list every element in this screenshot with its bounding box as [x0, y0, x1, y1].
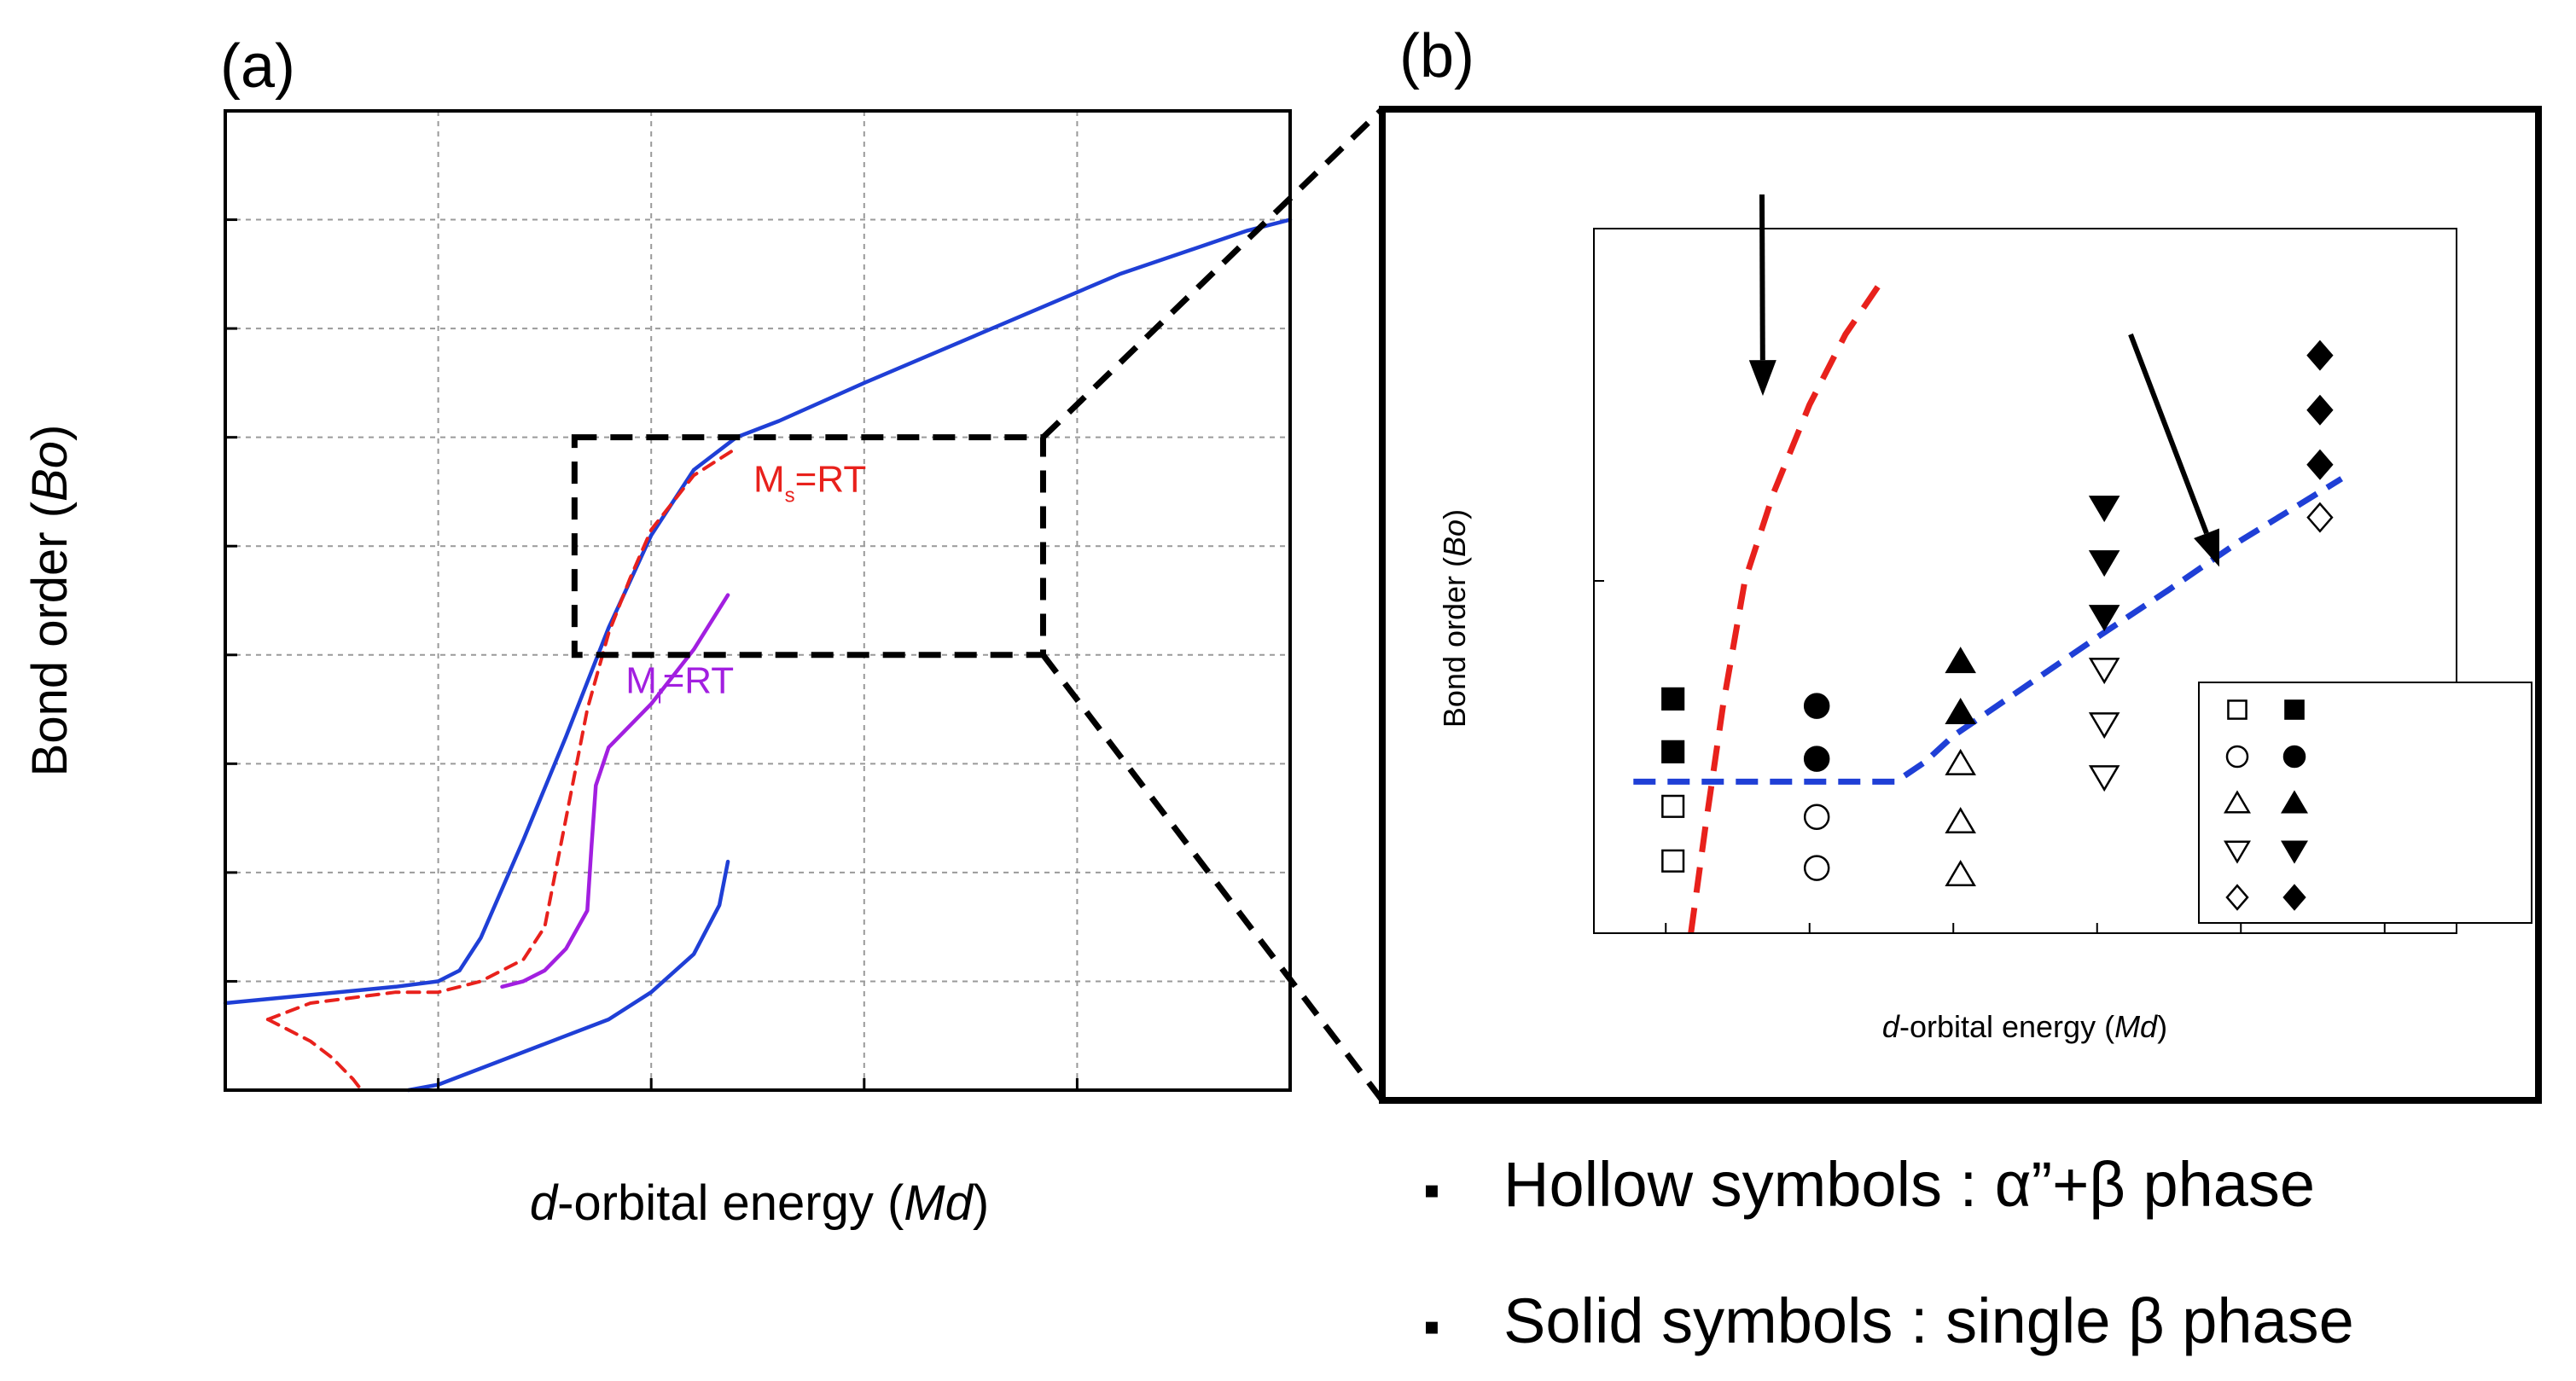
- panel-a-xlabel: d-orbital energy (Md): [530, 1175, 989, 1231]
- data-point-triangle-up-hollow: [1945, 748, 1976, 775]
- note-solid-bullet: ▪: [1423, 1299, 1440, 1353]
- panel-a-curve-ms-rt-lower-loop: [265, 1018, 363, 1092]
- notes: ▪ Hollow symbols : α”+β phase ▪ Solid sy…: [1423, 1149, 2354, 1356]
- legend-marker-solid-triangle-up: [2281, 790, 2308, 814]
- data-point-triangle-down-solid: [2088, 496, 2120, 523]
- mf-rest: =RT: [663, 659, 735, 701]
- panel-a-curves: [223, 218, 1293, 1093]
- data-point-diamond-solid: [2306, 339, 2334, 371]
- legend-marker-solid-diamond: [2282, 884, 2306, 911]
- panel-b-legend: [2198, 682, 2532, 924]
- panel-a-frame: [224, 109, 1292, 1092]
- data-point-square-solid: [1661, 687, 1685, 711]
- panel-a-ylabel: Bond order (Bo): [22, 425, 78, 777]
- panel-b-ylabel: Bond order (Bo): [1437, 509, 1472, 728]
- panel-b-xlabel: d-orbital energy (Md): [1882, 1009, 2167, 1044]
- legend-marker-solid-square: [2284, 699, 2305, 720]
- legend-marker-hollow-triangle-up: [2224, 790, 2251, 814]
- zoom-indicator: [571, 107, 1385, 1103]
- callout-this-study-arrow-head: [2194, 528, 2219, 567]
- mf-main: M: [625, 659, 657, 701]
- legend-marker-hollow-circle: [2225, 745, 2249, 769]
- note-hollow-text: Hollow symbols : α”+β phase: [1503, 1149, 2315, 1220]
- panel-a-curve-pure-ti-curve: [406, 859, 730, 1093]
- morinaga-ms-rt-line: [1688, 280, 1884, 934]
- legend-marker-hollow-diamond: [2225, 884, 2249, 911]
- ms-main: M: [753, 458, 785, 500]
- ms-rest: =RT: [795, 458, 867, 500]
- zoom-box: [571, 434, 1046, 659]
- legend-marker-hollow-triangle-down: [2224, 840, 2251, 864]
- data-point-square-hollow: [1661, 849, 1685, 873]
- legend-box: [2198, 682, 2532, 924]
- callout-morinaga-arrow-head: [1748, 360, 1776, 397]
- note-hollow-bullet: ▪: [1423, 1163, 1440, 1216]
- legend-marker-solid-triangle-down: [2281, 840, 2308, 864]
- panel-b-ticks: [1594, 228, 2386, 934]
- data-point-diamond-solid: [2306, 394, 2334, 426]
- data-point-triangle-up-hollow: [1945, 859, 1976, 887]
- data-point-circle-solid: [1803, 693, 1830, 719]
- panel-a-curve-mf-rt: [500, 593, 730, 989]
- data-point-triangle-down-hollow: [2088, 765, 2120, 792]
- data-point-triangle-up-hollow: [1945, 807, 1976, 834]
- ms-sub: s: [785, 484, 795, 507]
- data-point-square-hollow: [1661, 794, 1685, 818]
- callout-this-study-arrow-shaft: [2128, 333, 2209, 535]
- data-point-diamond-hollow: [2306, 502, 2334, 533]
- ms-rt-label: Ms=RT: [753, 458, 866, 507]
- data-point-circle-solid: [1803, 746, 1830, 772]
- legend-marker-solid-circle: [2282, 745, 2306, 769]
- data-point-circle-hollow: [1803, 804, 1830, 830]
- zoom-connector-top: [1041, 107, 1385, 440]
- panel-a-label: (a): [220, 32, 295, 101]
- mf-rt-label: Mf=RT: [625, 659, 734, 708]
- zoom-connector-bottom: [1040, 653, 1385, 1103]
- callout-morinaga-arrow-shaft: [1759, 194, 1765, 361]
- panel-b-callouts: [1748, 194, 2219, 567]
- data-point-triangle-down-hollow: [2088, 658, 2120, 685]
- panel-a-ticks: [224, 109, 1292, 1092]
- data-point-triangle-down-solid: [2088, 605, 2120, 632]
- panel-b-label: (b): [1399, 22, 1474, 90]
- data-point-circle-hollow: [1803, 855, 1830, 881]
- legend-marker-hollow-square: [2227, 699, 2247, 720]
- data-point-triangle-up-solid: [1945, 698, 1976, 725]
- mf-sub: f: [657, 685, 663, 708]
- panel-a-grid: [225, 111, 1290, 1090]
- data-point-triangle-down-solid: [2088, 550, 2120, 577]
- note-solid-text: Solid symbols : single β phase: [1503, 1285, 2354, 1356]
- data-point-triangle-down-hollow: [2088, 712, 2120, 740]
- data-point-diamond-solid: [2306, 449, 2334, 480]
- panel-a-curve-beta-boundary: [223, 218, 1293, 1006]
- data-point-triangle-up-solid: [1945, 647, 1976, 674]
- panel-b-points: [1661, 339, 2334, 887]
- data-point-square-solid: [1661, 740, 1685, 763]
- panel-a-curve-ms-rt: [265, 446, 738, 1022]
- panel-b: (b) d-orbital energy (Md) Bond order (Bo…: [1379, 22, 2542, 1104]
- panel-b-outer-frame: [1379, 106, 2542, 1104]
